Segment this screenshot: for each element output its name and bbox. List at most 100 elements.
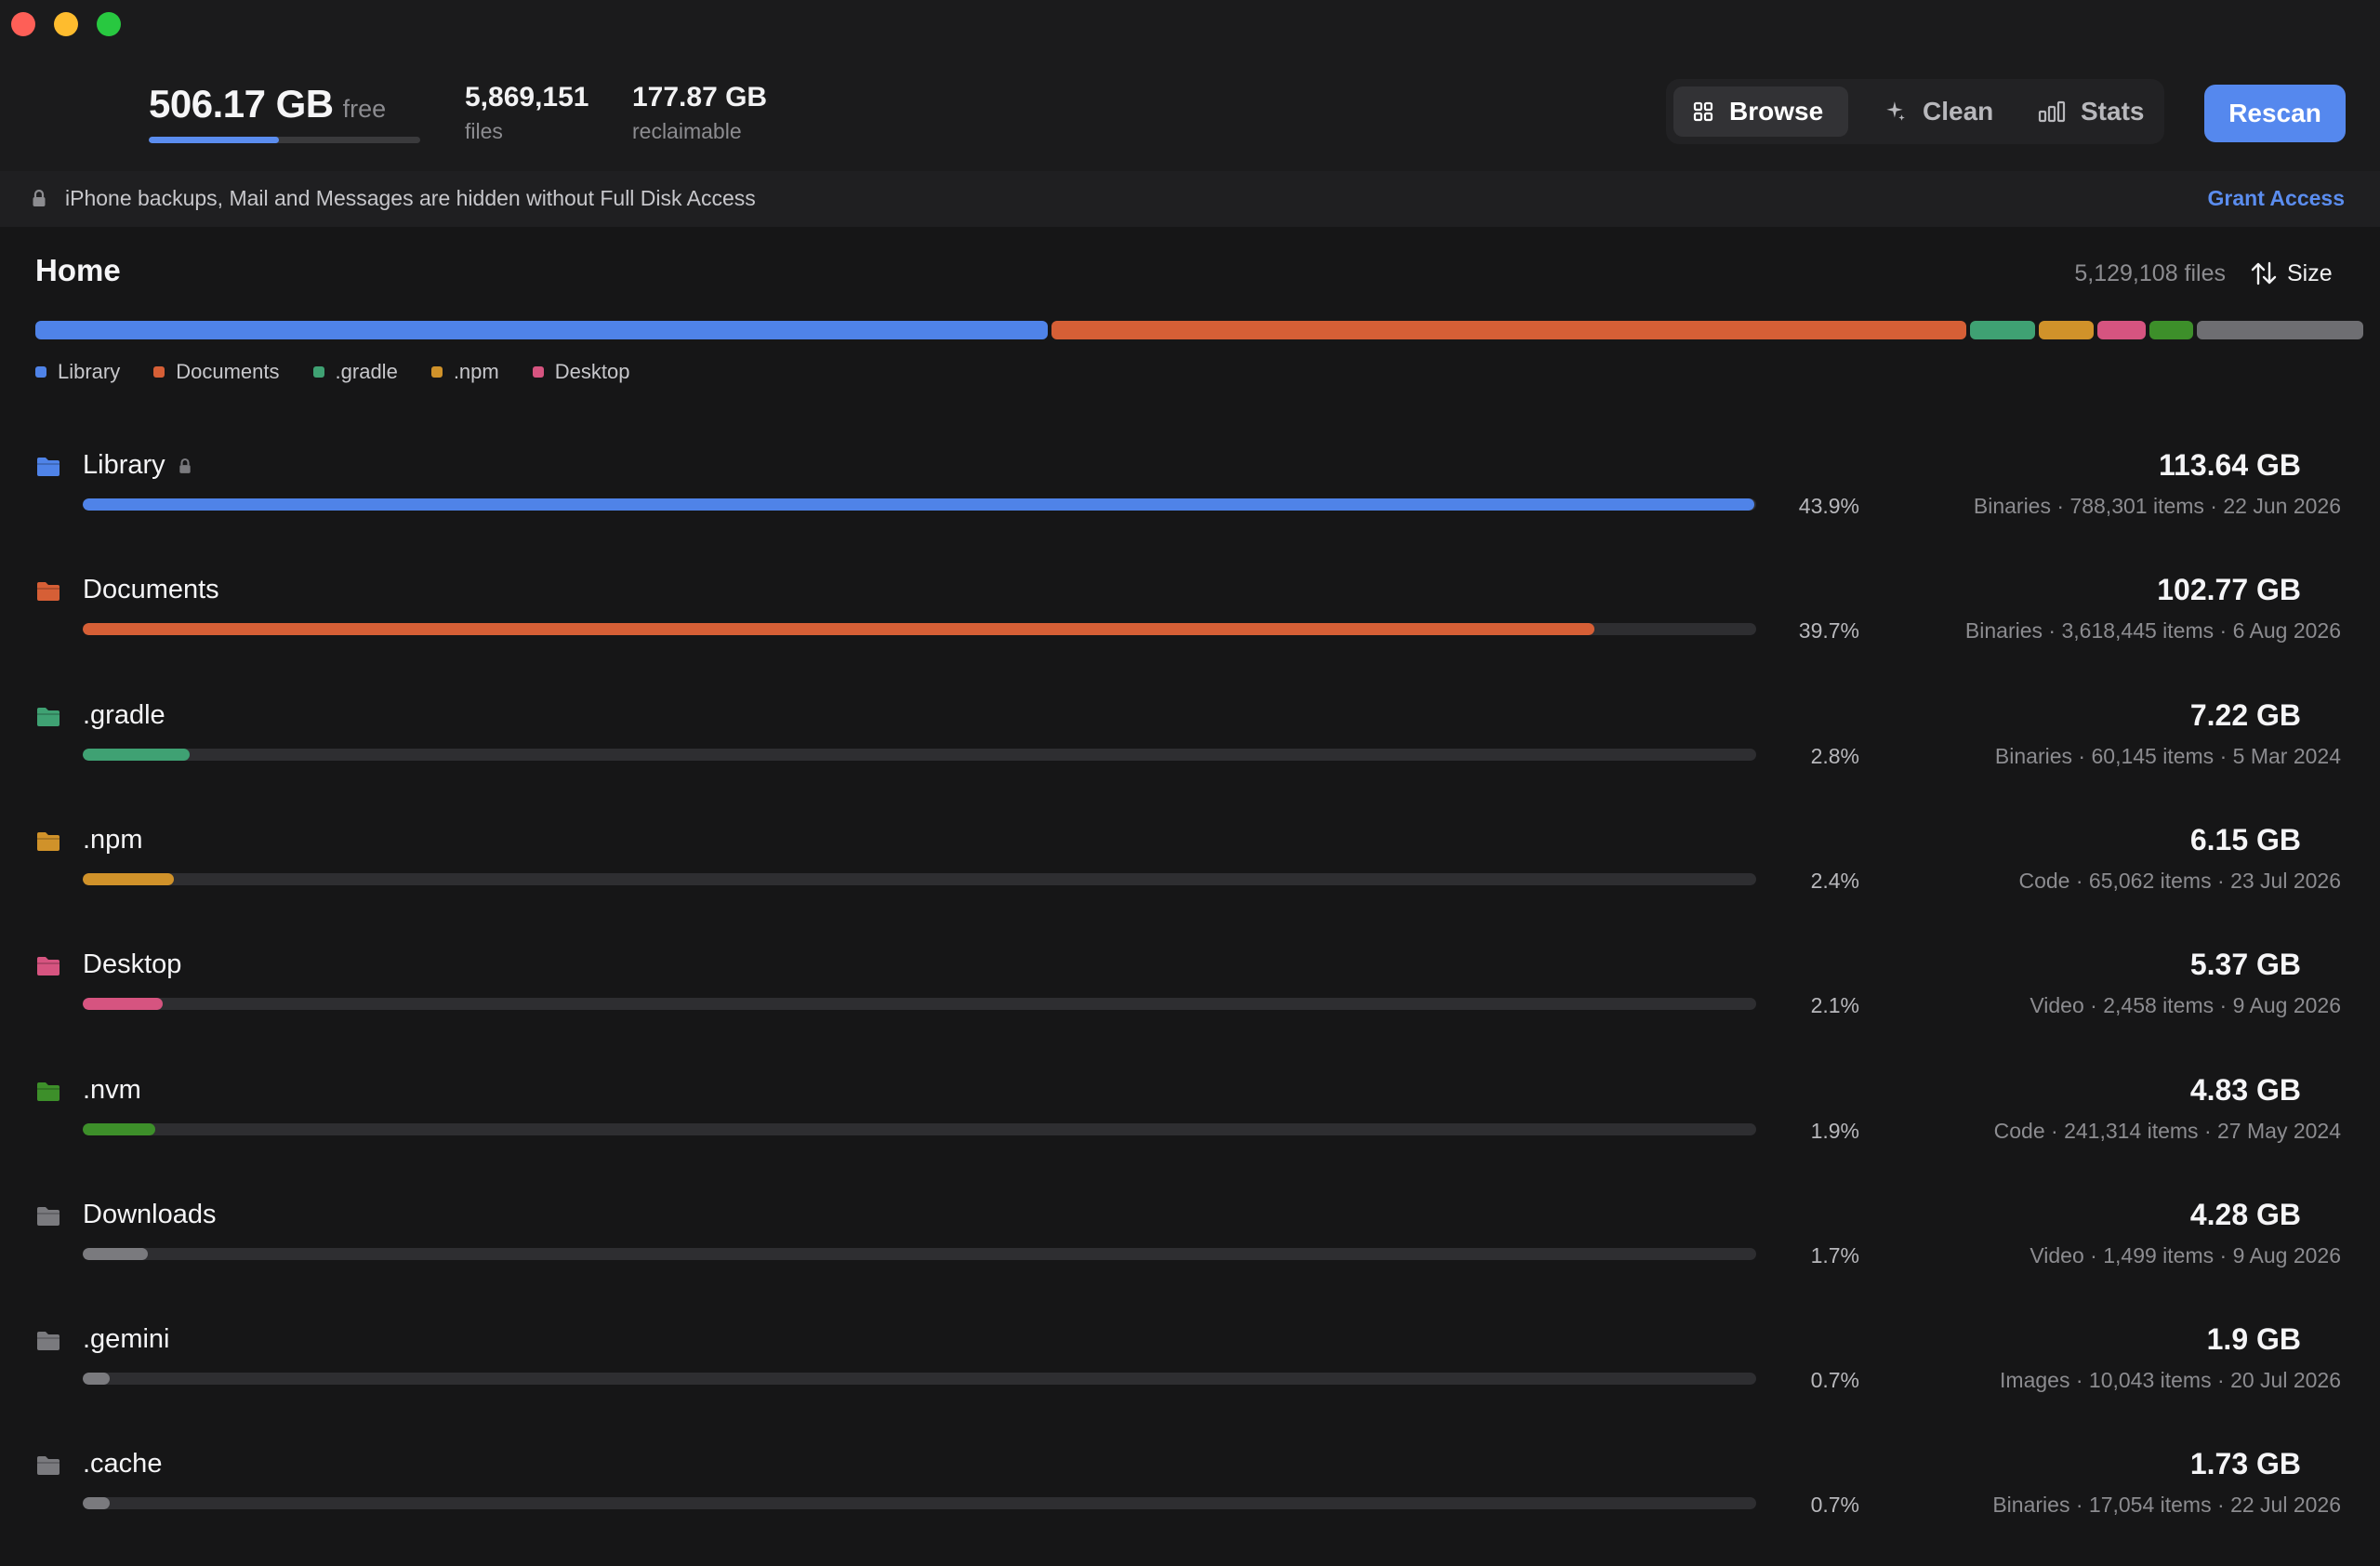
folder-row[interactable]: .gemini 1.9 GB 0.7% Images · 10,043 items ·… <box>0 1317 2380 1441</box>
tab-clean[interactable]: Clean <box>1865 86 2004 137</box>
folder-usage-bar <box>83 1497 1756 1510</box>
reclaimable-size: 177.87 GB <box>632 82 768 113</box>
folder-usage-bar-fill <box>83 623 1595 636</box>
folder-icon <box>37 1456 60 1476</box>
tab-clean-label: Clean <box>1923 97 1994 126</box>
folder-percent: 39.7% <box>1798 618 1859 644</box>
folder-row[interactable]: Desktop 5.37 GB 2.1% Video · 2,458 items · … <box>0 942 2380 1067</box>
folder-usage-bar <box>83 1373 1756 1386</box>
folder-row[interactable]: .npm 6.15 GB 2.4% Code · 65,062 items · 23 … <box>0 817 2380 942</box>
stack-segment-nvm[interactable] <box>2149 321 2194 339</box>
folder-row[interactable]: Downloads 4.28 GB 1.7% Video · 1,499 items … <box>0 1192 2380 1317</box>
folder-row[interactable]: Library 113.64 GB 43.9% Binaries · 788,301 … <box>0 443 2380 567</box>
folder-kind: Binaries <box>1992 1493 2070 1518</box>
legend-swatch <box>35 366 46 378</box>
legend-item: .npm <box>430 360 499 384</box>
folder-kind: Video <box>2030 993 2084 1018</box>
folder-percent: 2.4% <box>1810 868 1859 893</box>
folder-size: 113.64 GB <box>2159 448 2301 482</box>
folder-name: Desktop <box>83 949 182 980</box>
folder-usage-bar-fill <box>83 1122 155 1135</box>
sort-size-button[interactable]: Size <box>2250 257 2333 290</box>
folder-usage-bar <box>83 1247 1756 1260</box>
page-title: Home <box>35 253 121 287</box>
folder-name-cell: .npm <box>83 825 142 856</box>
folder-row[interactable]: .gradle 7.22 GB 2.8% Binaries · 60,145 item… <box>0 693 2380 817</box>
stack-segment-Desktop[interactable] <box>2097 321 2147 339</box>
folder-items: 788,301 items <box>2069 494 2204 518</box>
folder-icon <box>37 582 60 602</box>
folder-items: 17,054 items <box>2088 1493 2212 1518</box>
tab-browse[interactable]: Browse <box>1673 86 1848 137</box>
free-space-readout: 506.17 GB free <box>149 82 386 126</box>
folder-name: Documents <box>83 575 219 605</box>
legend-item: Desktop <box>532 360 629 384</box>
folder-name-cell: Documents <box>83 575 219 605</box>
folder-usage-bar <box>83 1122 1756 1135</box>
free-space-bar <box>149 137 420 143</box>
tab-stats-label: Stats <box>2081 97 2145 126</box>
close-window-button[interactable] <box>11 12 35 36</box>
folder-row[interactable]: Documents 102.77 GB 39.7% Binaries · 3,618,… <box>0 567 2380 692</box>
minimize-window-button[interactable] <box>54 12 78 36</box>
legend-swatch <box>430 366 443 378</box>
tab-stats[interactable]: Stats <box>2019 86 2157 137</box>
folder-date: 6 Aug 2026 <box>2232 618 2341 644</box>
folder-meta: Code · 65,062 items · 23 Jul 2026 <box>2018 868 2341 893</box>
folder-kind: Code <box>2018 868 2070 893</box>
folder-name-cell: .cache <box>83 1449 162 1480</box>
legend-swatch <box>312 366 324 378</box>
stack-segment-Documents[interactable] <box>1051 321 1967 339</box>
folder-date: 22 Jun 2026 <box>2223 494 2341 518</box>
folder-kind: Binaries <box>1994 743 2073 768</box>
folder-usage-bar-fill <box>83 1373 110 1386</box>
files-count: 5,869,151 <box>465 82 589 113</box>
folder-items: 241,314 items <box>2064 1118 2199 1143</box>
folder-percent: 43.9% <box>1798 494 1859 518</box>
rescan-button[interactable]: Rescan <box>2204 85 2346 142</box>
grant-access-link[interactable]: Grant Access <box>2207 186 2345 210</box>
folder-date: 5 Mar 2024 <box>2232 743 2341 768</box>
folder-usage-bar <box>83 998 1756 1011</box>
folder-items: 60,145 items <box>2091 743 2215 768</box>
zoom-window-button[interactable] <box>97 12 121 36</box>
sort-arrows-icon <box>2251 261 2277 285</box>
folder-name-cell: .gemini <box>83 1324 170 1355</box>
banner-message: iPhone backups, Mail and Messages are hi… <box>65 186 756 210</box>
folder-row[interactable]: .cache 1.73 GB 0.7% Binaries · 17,054 items… <box>0 1441 2380 1566</box>
folder-name: Downloads <box>83 1199 217 1229</box>
stack-segment-npm[interactable] <box>2038 321 2095 339</box>
tab-browse-label: Browse <box>1729 97 1824 126</box>
folder-kind: Images <box>2000 1368 2070 1393</box>
bar-chart-icon <box>2038 100 2066 123</box>
folder-usage-bar <box>83 623 1756 636</box>
folder-date: 23 Jul 2026 <box>2230 868 2341 893</box>
folder-usage-bar-fill <box>83 748 190 761</box>
legend-label: .npm <box>453 360 499 383</box>
legend-label: Documents <box>176 360 280 383</box>
folder-date: 27 May 2024 <box>2217 1118 2341 1143</box>
folder-name: .cache <box>83 1449 163 1480</box>
files-label: files <box>465 119 503 143</box>
folder-icon <box>37 1206 60 1226</box>
folder-usage-bar <box>83 498 1756 511</box>
usage-stacked-bar <box>35 321 2363 339</box>
free-space-bar-fill <box>149 137 280 143</box>
folder-kind: Code <box>1993 1118 2045 1143</box>
folder-items: 10,043 items <box>2088 1368 2212 1393</box>
folder-usage-bar-fill <box>83 498 1755 511</box>
folder-icon <box>37 707 60 726</box>
folder-percent: 2.1% <box>1810 993 1859 1018</box>
stack-segment-Library[interactable] <box>35 321 1048 339</box>
usage-legend: Library Documents .gradle .npm Desktop <box>35 359 663 385</box>
stack-segment-other[interactable] <box>2197 321 2363 339</box>
folder-row[interactable]: .nvm 4.83 GB 1.9% Code · 241,314 items · 27… <box>0 1068 2380 1192</box>
legend-item: Library <box>35 360 120 384</box>
folder-date: 22 Jul 2026 <box>2230 1493 2341 1518</box>
folder-name: .gemini <box>83 1324 170 1355</box>
stack-segment-gradle[interactable] <box>1970 321 2035 339</box>
folder-percent: 1.9% <box>1810 1118 1859 1143</box>
folder-name-cell: .gradle <box>83 700 165 731</box>
legend-swatch <box>153 366 165 378</box>
legend-item: .gradle <box>312 360 398 384</box>
